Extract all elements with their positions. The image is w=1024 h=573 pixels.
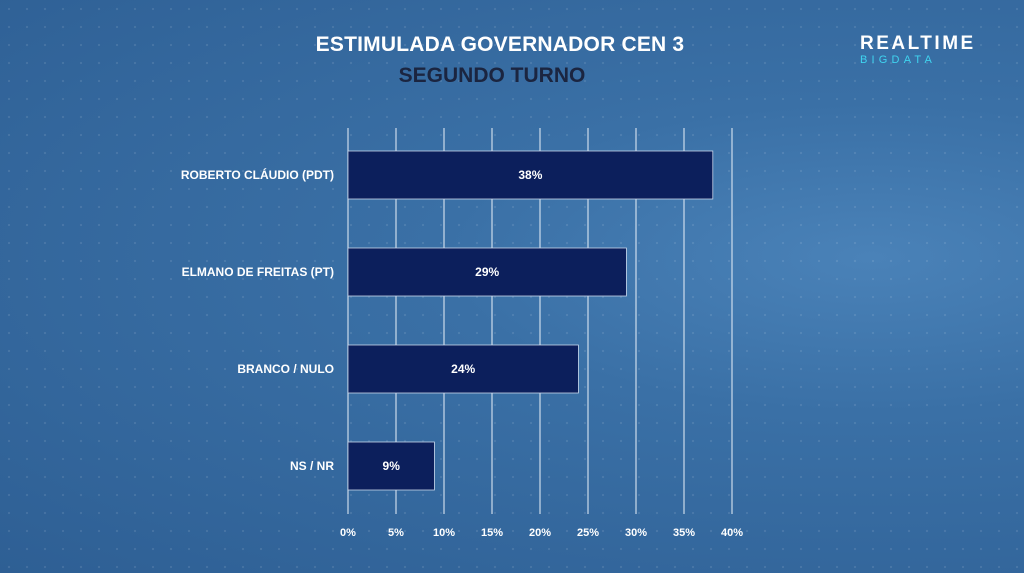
bar <box>347 441 435 491</box>
bar <box>347 344 579 394</box>
x-tick-label: 5% <box>388 527 404 539</box>
bar-value-label: 9% <box>383 459 401 473</box>
x-tick-label: 0% <box>340 527 356 539</box>
chart-subtitle: SEGUNDO TURNO <box>398 64 586 87</box>
bar-value-label: 38% <box>518 168 542 182</box>
chart-title: ESTIMULADA GOVERNADOR CEN 3 <box>315 33 685 56</box>
logo-wordmark-top: REALTIME <box>860 33 976 54</box>
bar-value-label: 24% <box>451 362 475 376</box>
x-tick-label: 15% <box>481 527 503 539</box>
bar-value-label: 29% <box>475 265 499 279</box>
bar <box>347 150 714 200</box>
logo-wordmark-bottom: BIGDATA <box>860 54 937 66</box>
x-tick-label: 10% <box>433 527 455 539</box>
x-tick-label: 35% <box>673 527 695 539</box>
realtime-bigdata-logo: REALTIME BIGDATA <box>860 33 976 67</box>
category-label: BRANCO / NULO <box>237 362 334 376</box>
x-tick-label: 25% <box>577 527 599 539</box>
bar <box>347 247 627 297</box>
x-tick-label: 30% <box>625 527 647 539</box>
category-label: ELMANO DE FREITAS (PT) <box>182 265 334 279</box>
x-tick-label: 20% <box>529 527 551 539</box>
category-label: NS / NR <box>290 459 334 473</box>
category-label: ROBERTO CLÁUDIO (PDT) <box>181 167 334 182</box>
x-tick-label: 40% <box>721 527 743 539</box>
